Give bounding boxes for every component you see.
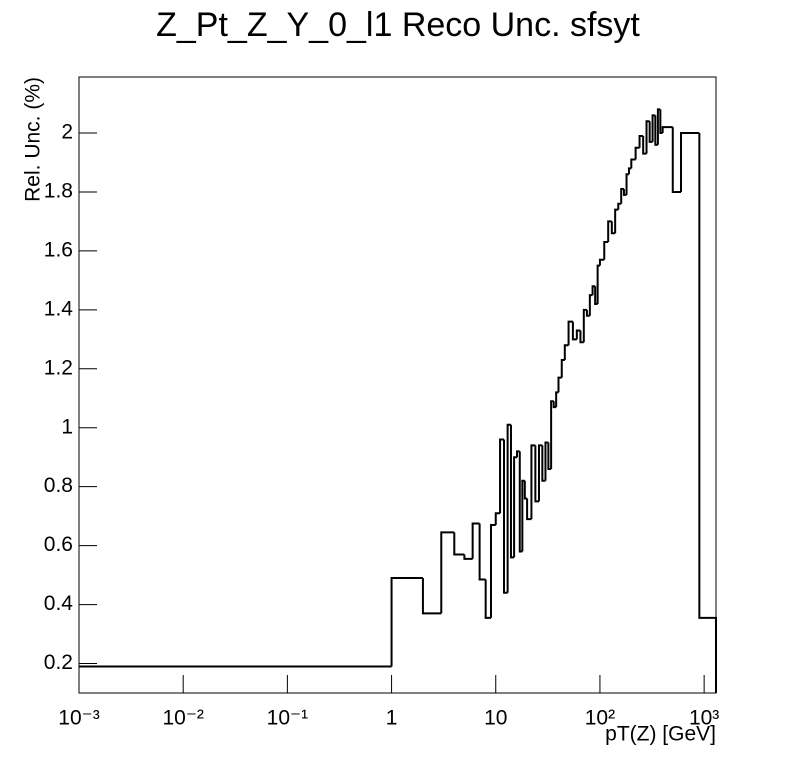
x-axis-label: pT(Z) [GeV] (605, 723, 716, 746)
x-tick-label: 10⁻¹ (267, 707, 308, 730)
histogram-bin (513, 456, 518, 558)
histogram-bin (521, 479, 525, 552)
y-tick-label: 2 (61, 121, 73, 144)
histogram-bin (506, 423, 511, 593)
y-tick-label: 1 (61, 415, 73, 438)
histogram-bin (478, 523, 486, 581)
histogram-bin (598, 258, 605, 266)
y-tick-label: 1.6 (44, 238, 73, 261)
histogram-bin (617, 202, 622, 210)
histogram-bin (499, 438, 505, 514)
histogram-bin (625, 173, 629, 195)
histogram-bin (537, 444, 543, 502)
x-tick-label: 10⁻² (162, 707, 203, 730)
histogram-bin (661, 126, 668, 133)
x-tick-label: 10³ (689, 707, 719, 730)
plot-frame (78, 76, 717, 694)
histogram-bin (642, 135, 647, 155)
histogram-bin (645, 120, 650, 154)
histogram-bin (656, 108, 661, 145)
histogram-bin (698, 133, 717, 693)
histogram-bin (526, 498, 532, 521)
histogram-bin (440, 531, 455, 614)
histogram-bin (503, 439, 508, 594)
histogram-bin (421, 578, 442, 615)
histogram-bin (603, 241, 609, 260)
histogram-bin (627, 167, 632, 175)
histogram-bin (523, 480, 528, 500)
histogram-bin (680, 132, 700, 192)
histogram-bin (575, 329, 581, 340)
histogram-bin (596, 264, 600, 304)
histogram-bin (582, 308, 587, 343)
histogram-bin (453, 532, 465, 556)
histogram-bin (489, 524, 496, 618)
y-tick-label: 0.4 (44, 592, 74, 615)
histogram-bin (484, 579, 491, 619)
histogram-bin (567, 320, 573, 346)
histogram-bin (591, 285, 596, 296)
y-tick-label: 1.2 (44, 356, 73, 379)
histogram-bin (509, 424, 515, 559)
histogram-bin (534, 445, 539, 503)
histogram-bin (550, 400, 554, 469)
x-tick-label: 10⁻³ (58, 707, 99, 730)
histogram-bin (530, 444, 536, 520)
histogram-bin (638, 134, 644, 148)
x-tick-label: 10 (484, 707, 507, 730)
histogram-bin (555, 391, 559, 408)
histogram-bin (390, 577, 423, 667)
y-tick-label: 1.8 (44, 179, 73, 202)
histogram-bin (585, 309, 590, 317)
y-tick-label: 0.6 (44, 533, 73, 556)
histogram-bin (634, 146, 640, 160)
histogram-bin (571, 321, 577, 341)
histogram-bin (614, 208, 619, 234)
histogram-bin (622, 189, 627, 196)
histogram-bin (494, 512, 501, 525)
histogram-bin (630, 158, 636, 169)
histogram-bin (557, 376, 562, 393)
y-tick-label: 0.8 (44, 474, 73, 497)
histogram-bin (671, 127, 682, 193)
histogram-bin (563, 344, 569, 360)
histogram-bin (579, 330, 584, 344)
histogram-bin (607, 220, 612, 243)
x-tick-label: 1 (386, 707, 398, 730)
histogram-bin (541, 445, 546, 482)
histogram-bin (471, 522, 480, 559)
y-axis-label: Rel. Unc. (%) (22, 77, 45, 202)
histogram-bin (463, 554, 473, 560)
chart-title: Z_Pt_Z_Y_0_l1 Reco Unc. sfsyt (156, 6, 640, 44)
y-tick-label: 1.4 (44, 297, 74, 320)
histogram-bin (560, 358, 565, 378)
y-tick-label: 0.2 (44, 651, 73, 674)
x-tick-label: 10² (585, 707, 615, 730)
histogram-bin (588, 294, 593, 316)
histogram-bin (610, 221, 616, 235)
